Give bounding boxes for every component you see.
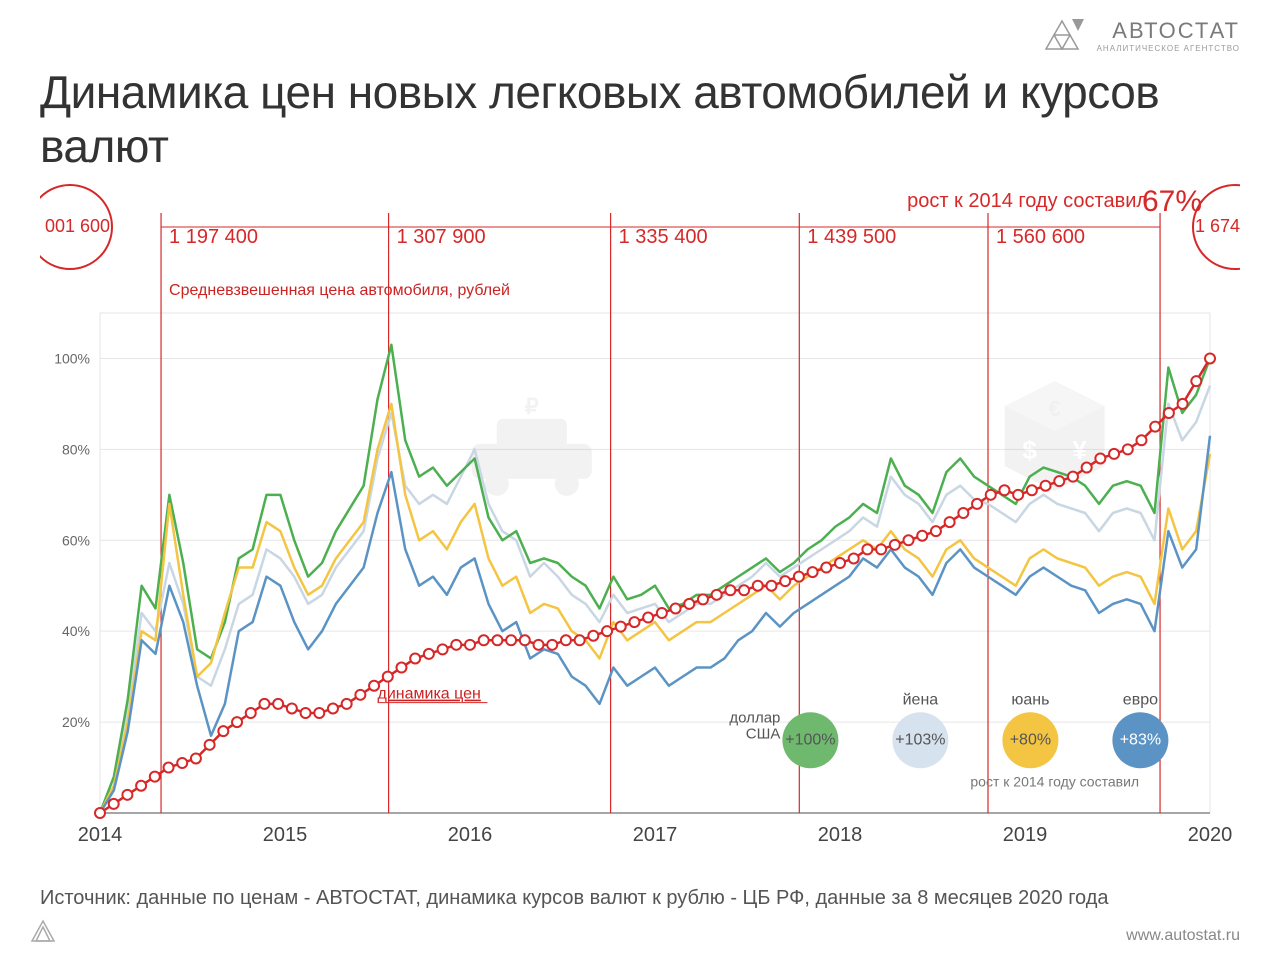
svg-text:США: США (746, 725, 781, 742)
svg-text:40%: 40% (62, 623, 90, 639)
logo-icon (1044, 15, 1084, 51)
brand-logo: АВТОСТАТ АНАЛИТИЧЕСКОЕ АГЕНТСТВО (1044, 15, 1240, 56)
svg-text:2017: 2017 (633, 824, 678, 846)
svg-text:1 197 400: 1 197 400 (169, 226, 258, 248)
website-url: www.autostat.ru (1126, 927, 1240, 945)
svg-text:+83%: +83% (1120, 731, 1161, 748)
source-text: Источник: данные по ценам - АВТОСТАТ, ди… (40, 887, 1240, 910)
svg-text:рост к 2014 году составил: рост к 2014 году составил (970, 773, 1139, 789)
svg-text:2015: 2015 (263, 824, 308, 846)
svg-text:80%: 80% (62, 441, 90, 457)
svg-text:1 307 900: 1 307 900 (397, 226, 486, 248)
svg-text:1 439 500: 1 439 500 (807, 226, 896, 248)
svg-text:20%: 20% (62, 714, 90, 730)
svg-text:+80%: +80% (1010, 731, 1051, 748)
svg-text:2020: 2020 (1188, 824, 1233, 846)
svg-text:Средневзвешенная цена автомоби: Средневзвешенная цена автомобиля, рублей (169, 282, 510, 299)
svg-text:йена: йена (903, 691, 939, 708)
main-chart: 20% 40% 60% 80% 100% 2014 2015 2016 2017 2018 2019… (40, 183, 1240, 883)
svg-text:юань: юань (1011, 691, 1049, 708)
svg-text:¥: ¥ (1072, 435, 1087, 465)
svg-text:+103%: +103% (895, 731, 945, 748)
svg-text:$: $ (1022, 435, 1037, 465)
brand-subtitle: АНАЛИТИЧЕСКОЕ АГЕНТСТВО (1097, 44, 1240, 53)
svg-text:1 335 400: 1 335 400 (619, 226, 708, 248)
svg-text:евро: евро (1123, 691, 1158, 708)
svg-text:+100%: +100% (785, 731, 835, 748)
svg-text:₽: ₽ (525, 394, 539, 419)
svg-text:доллар: доллар (729, 709, 780, 726)
svg-text:1 001 600: 1 001 600 (40, 216, 110, 236)
svg-text:2018: 2018 (818, 824, 863, 846)
svg-text:2016: 2016 (448, 824, 493, 846)
page-title: Динамика цен новых легковых автомобилей … (40, 65, 1240, 173)
svg-text:2014: 2014 (78, 824, 123, 846)
svg-text:60%: 60% (62, 532, 90, 548)
svg-text:рост к 2014 году составил: рост к 2014 году составил (907, 190, 1148, 212)
svg-text:динамика цен: динамика цен (378, 686, 481, 703)
svg-text:1 674 000: 1 674 000 (1195, 216, 1240, 236)
svg-text:€: € (1048, 396, 1060, 421)
svg-text:2019: 2019 (1003, 824, 1048, 846)
svg-text:67%: 67% (1142, 185, 1202, 218)
svg-text:1 560 600: 1 560 600 (996, 226, 1085, 248)
footer-logo-icon (30, 919, 56, 948)
brand-name: АВТОСТАТ (1097, 18, 1240, 44)
svg-text:100%: 100% (54, 350, 90, 366)
